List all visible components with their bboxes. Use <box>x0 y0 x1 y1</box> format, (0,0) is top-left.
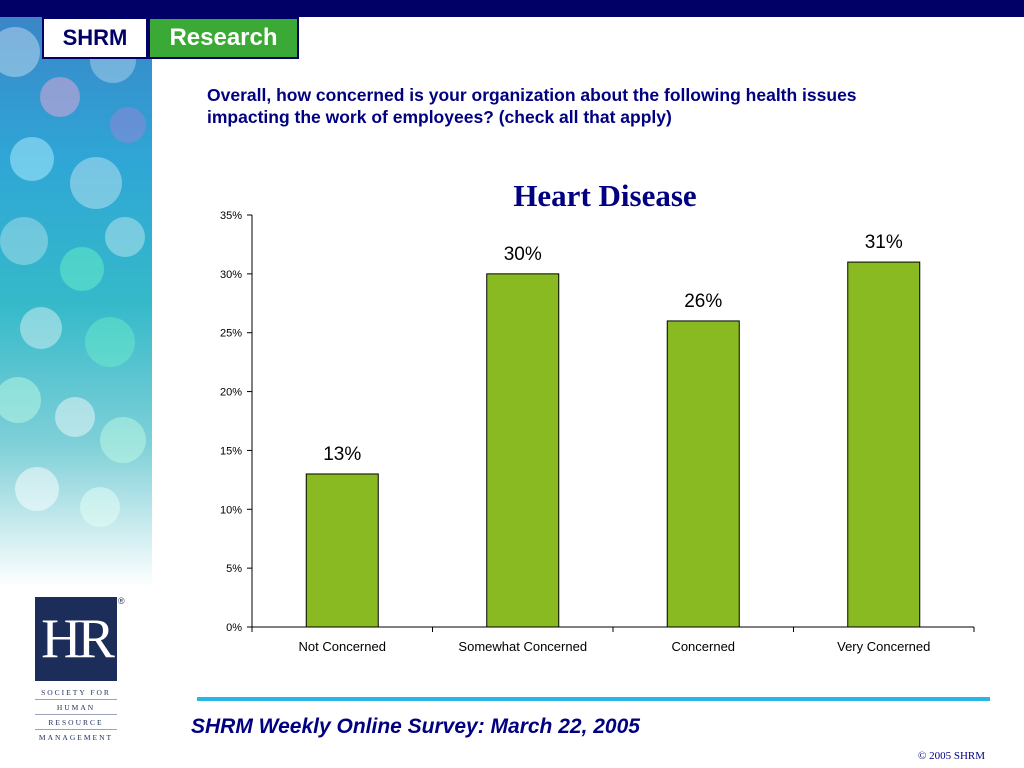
bar-value-label: 26% <box>684 291 722 312</box>
x-tick-label: Somewhat Concerned <box>458 639 587 654</box>
registered-mark: ® <box>118 596 125 606</box>
x-tick-label: Very Concerned <box>837 639 930 654</box>
hr-logo-text: SOCIETY FOR HUMAN RESOURCE MANAGEMENT <box>35 685 117 744</box>
hr-logo-line: RESOURCE <box>35 715 117 730</box>
x-tick-label: Concerned <box>671 639 735 654</box>
y-tick-label: 10% <box>220 504 242 516</box>
sidebar-decoration <box>0 17 152 587</box>
y-tick-label: 15% <box>220 445 242 457</box>
bar-value-label: 31% <box>865 232 903 253</box>
y-tick-label: 20% <box>220 387 242 399</box>
copyright: © 2005 SHRM <box>918 750 986 762</box>
bar-value-label: 30% <box>504 244 542 265</box>
y-tick-label: 35% <box>220 210 242 222</box>
hr-logo-line: SOCIETY FOR <box>35 685 117 700</box>
survey-footer: SHRM Weekly Online Survey: March 22, 200… <box>191 715 640 738</box>
bar <box>305 473 379 628</box>
shrm-logo: SHRM <box>42 17 148 59</box>
y-tick-label: 25% <box>220 328 242 340</box>
x-tick-label: Not Concerned <box>299 639 386 654</box>
survey-question: Overall, how concerned is your organizat… <box>207 85 857 127</box>
y-tick-label: 30% <box>220 269 242 281</box>
hr-logo-line: MANAGEMENT <box>38 733 114 742</box>
bar <box>847 261 921 628</box>
top-bar <box>0 0 1024 17</box>
bar <box>666 320 740 628</box>
bar-value-label: 13% <box>323 444 361 465</box>
bar <box>486 273 560 628</box>
hr-logo-line: HUMAN <box>35 700 117 715</box>
footer-divider <box>197 697 990 701</box>
research-logo: Research <box>148 17 299 59</box>
y-tick-label: 5% <box>226 563 242 575</box>
y-tick-label: 0% <box>226 622 242 634</box>
hr-logo-mark: HR <box>35 597 117 681</box>
chart-title: Heart Disease <box>513 178 697 213</box>
